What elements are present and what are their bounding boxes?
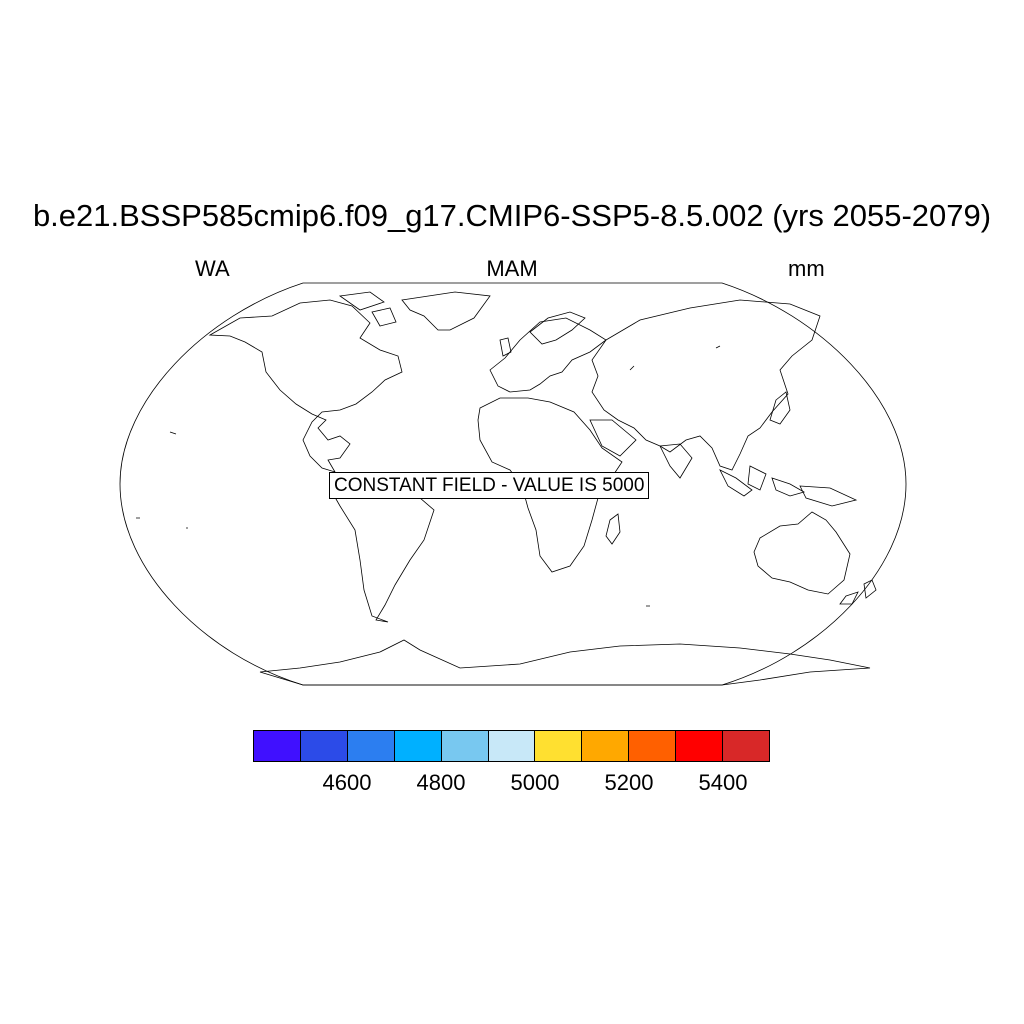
north-america-coast (208, 299, 403, 473)
constant-field-label: CONSTANT FIELD - VALUE IS 5000 (329, 472, 650, 499)
europe-coast (489, 317, 607, 393)
asia-coast (591, 299, 821, 471)
colorbar-cell (535, 731, 583, 761)
units-label: mm (788, 256, 825, 281)
colorbar-cell (676, 731, 724, 761)
colorbar (253, 730, 770, 762)
colorbar-cell (347, 731, 395, 761)
colorbar-cell (723, 731, 769, 761)
africa-coast (477, 397, 623, 573)
coastlines (136, 291, 877, 686)
colorbar-cell (300, 731, 348, 761)
season-label: MAM (486, 256, 538, 281)
japan-coast (769, 391, 791, 425)
colorbar-tick-label: 5200 (604, 770, 654, 795)
australia-coast (753, 511, 851, 595)
colorbar-cell (629, 731, 677, 761)
colorbar-tick-label: 4800 (416, 770, 466, 795)
colorbar-tick-label: 5400 (698, 770, 748, 795)
antarctica-coast (259, 639, 871, 686)
colorbar-cell (394, 731, 442, 761)
colorbar-tick-label: 4600 (322, 770, 372, 795)
colorbar-cell (254, 731, 301, 761)
variable-label: WA (195, 256, 230, 281)
colorbar-cell (441, 731, 489, 761)
colorbar-cell (582, 731, 630, 761)
colorbar-tick-label: 5000 (510, 770, 560, 795)
greenland-coast (401, 291, 491, 331)
colorbar-cell (488, 731, 536, 761)
plot-title: b.e21.BSSP585cmip6.f09_g17.CMIP6-SSP5-8.… (32, 198, 992, 233)
madagascar-coast (605, 513, 621, 545)
